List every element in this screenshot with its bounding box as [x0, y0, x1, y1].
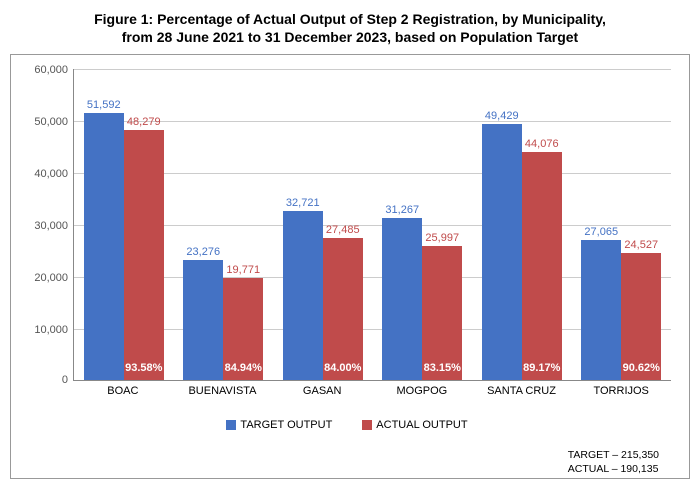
- bar-group: 23,27619,77184.94%: [174, 69, 274, 380]
- x-tick-label: GASAN: [272, 381, 372, 397]
- bar-actual: 19,77184.94%: [223, 278, 263, 380]
- bar-target: 49,429: [482, 124, 522, 380]
- bar-actual: 27,48584.00%: [323, 238, 363, 380]
- y-tick-label: 20,000: [34, 272, 74, 284]
- bar-group: 27,06524,52790.62%: [572, 69, 672, 380]
- x-tick-label: SANTA CRUZ: [472, 381, 572, 397]
- bar-value-label: 49,429: [485, 110, 519, 124]
- x-axis-labels: BOACBUENAVISTAGASANMOGPOGSANTA CRUZTORRI…: [73, 381, 671, 397]
- legend: TARGET OUTPUT ACTUAL OUTPUT: [23, 419, 671, 431]
- x-tick-label: MOGPOG: [372, 381, 472, 397]
- totals: TARGET – 215,350 ACTUAL – 190,135: [568, 449, 659, 476]
- bar-value-label: 24,527: [624, 239, 658, 253]
- bar-pct-label: 84.94%: [225, 362, 262, 374]
- bar-value-label: 23,276: [186, 246, 220, 260]
- y-tick-label: 10,000: [34, 324, 74, 336]
- plot-region: 010,00020,00030,00040,00050,00060,000 51…: [73, 69, 671, 381]
- legend-label-actual: ACTUAL OUTPUT: [376, 419, 467, 431]
- bar-value-label: 25,997: [425, 232, 459, 246]
- bar-value-label: 19,771: [226, 264, 260, 278]
- bar-target: 27,065: [581, 240, 621, 380]
- y-tick-label: 40,000: [34, 168, 74, 180]
- bar-target: 23,276: [183, 260, 223, 381]
- bar-pct-label: 89.17%: [523, 362, 560, 374]
- y-tick-label: 50,000: [34, 116, 74, 128]
- bar-target: 31,267: [382, 218, 422, 380]
- legend-label-target: TARGET OUTPUT: [240, 419, 332, 431]
- legend-item-actual: ACTUAL OUTPUT: [362, 419, 467, 431]
- bar-value-label: 27,485: [326, 224, 360, 238]
- bar-target: 32,721: [283, 211, 323, 381]
- bar-actual: 25,99783.15%: [422, 246, 462, 381]
- bar-value-label: 44,076: [525, 138, 559, 152]
- totals-actual: ACTUAL – 190,135: [568, 463, 659, 477]
- bar-pct-label: 93.58%: [125, 362, 162, 374]
- bar-value-label: 27,065: [584, 226, 618, 240]
- x-tick-label: BUENAVISTA: [173, 381, 273, 397]
- title-line-1: Figure 1: Percentage of Actual Output of…: [40, 10, 660, 28]
- chart-frame: 010,00020,00030,00040,00050,00060,000 51…: [10, 54, 690, 479]
- x-tick-label: TORRIJOS: [571, 381, 671, 397]
- x-tick-label: BOAC: [73, 381, 173, 397]
- bar-group: 31,26725,99783.15%: [373, 69, 473, 380]
- bar-pct-label: 90.62%: [623, 362, 660, 374]
- chart-area: 010,00020,00030,00040,00050,00060,000 51…: [73, 69, 671, 399]
- bar-pct-label: 83.15%: [424, 362, 461, 374]
- chart-title: Figure 1: Percentage of Actual Output of…: [0, 0, 700, 54]
- bar-actual: 48,27993.58%: [124, 130, 164, 380]
- bar-group: 49,42944,07689.17%: [472, 69, 572, 380]
- legend-swatch-target: [226, 420, 236, 430]
- bar-value-label: 51,592: [87, 99, 121, 113]
- bar-group: 51,59248,27993.58%: [74, 69, 174, 380]
- title-line-2: from 28 June 2021 to 31 December 2023, b…: [40, 28, 660, 46]
- bar-group: 32,72127,48584.00%: [273, 69, 373, 380]
- legend-item-target: TARGET OUTPUT: [226, 419, 332, 431]
- legend-swatch-actual: [362, 420, 372, 430]
- bar-target: 51,592: [84, 113, 124, 380]
- bar-value-label: 48,279: [127, 116, 161, 130]
- y-tick-label: 30,000: [34, 220, 74, 232]
- bar-value-label: 32,721: [286, 197, 320, 211]
- bar-actual: 24,52790.62%: [621, 253, 661, 380]
- y-tick-label: 60,000: [34, 64, 74, 76]
- bar-actual: 44,07689.17%: [522, 152, 562, 380]
- bar-value-label: 31,267: [385, 204, 419, 218]
- totals-target: TARGET – 215,350: [568, 449, 659, 463]
- bar-pct-label: 84.00%: [324, 362, 361, 374]
